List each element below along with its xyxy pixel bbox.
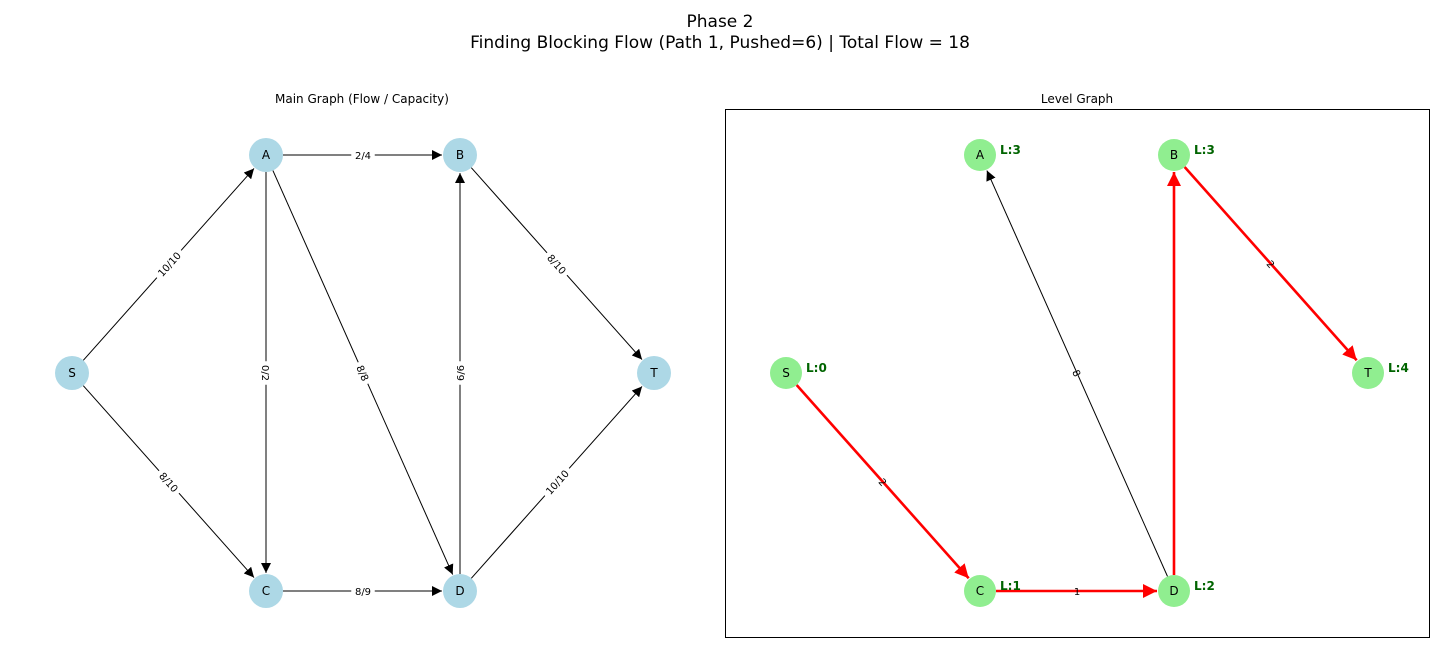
level-node-C [964,575,996,607]
main-edge-label-bg [539,463,575,501]
level-node-A [964,139,996,171]
main-node-T [637,356,671,390]
main-edge-label-text: 8/9 [355,587,371,598]
main-edge-label-bg [351,359,375,387]
main-node-S [55,356,89,390]
main-edge-label-bg [351,584,375,598]
main-node-label-B: B [456,148,464,162]
level-edge-label-D-A: 8 [1069,368,1082,378]
level-level-label-T: L:4 [1388,361,1409,375]
main-node-label-A: A [262,148,271,162]
level-node-label-D: D [1169,584,1178,598]
main-graph-title: Main Graph (Flow / Capacity) [275,92,449,106]
level-level-label-C: L:1 [1000,579,1021,593]
level-node-label-B: B [1170,148,1178,162]
level-edge-D-A [986,170,1168,577]
main-node-C [249,574,283,608]
main-node-A [249,138,283,172]
main-edge-label-text: 2/4 [355,151,371,162]
level-node-D [1158,575,1190,607]
level-node-label-S: S [782,366,790,380]
main-node-B [443,138,477,172]
level-node-label-T: T [1363,366,1372,380]
main-edge-label-A-C: 0/2 [259,361,273,385]
main-edge-label-S-C: 8/10 [153,466,185,498]
main-edge-label-S-A: 10/10 [151,245,187,283]
level-edge-B-T [1183,166,1358,362]
level-node-label-C: C [976,584,984,598]
level-node-B [1158,139,1190,171]
level-level-label-A: L:3 [1000,143,1021,157]
main-edge-label-bg [453,361,467,385]
level-edge-label-C-D: 1 [1074,587,1080,598]
main-edge-label-C-D: 8/9 [351,584,375,598]
main-edge-label-bg [153,466,185,498]
level-edge-label-text: 1 [1074,587,1080,598]
main-edge-label-text: 0/2 [259,365,270,381]
main-node-label-D: D [455,584,464,598]
main-edge-label-bg [259,361,273,385]
level-edge-label-text: 8 [1069,368,1082,378]
main-edge-label-bg [541,248,573,280]
figure-title-line1: Phase 2 [687,12,754,32]
level-node-T [1352,357,1384,389]
main-node-label-T: T [649,366,658,380]
level-level-label-S: L:0 [806,361,827,375]
level-graph-frame [725,109,1430,638]
main-node-label-S: S [68,366,76,380]
level-node-S [770,357,802,389]
main-edge-label-bg [351,148,375,162]
main-node-label-C: C [262,584,270,598]
main-edge-label-D-T: 10/10 [539,463,575,501]
main-edge-label-bg [151,245,187,283]
main-edge-label-B-T: 8/10 [541,248,573,280]
level-edge-S-C [795,384,970,580]
main-graph: 10/10 8/10 2/4 0/2 8/8 8/10 8/9 6/6 10/10 S A B C D T [55,138,671,608]
main-node-D [443,574,477,608]
main-edge-label-text: 6/6 [456,365,467,381]
main-edge-label-A-B: 2/4 [351,148,375,162]
level-node-label-A: A [976,148,985,162]
main-edge-label-A-D: 8/8 [351,359,375,387]
level-level-label-D: L:2 [1194,579,1215,593]
main-edge-label-D-B: 6/6 [453,361,467,385]
figure-title-line2: Finding Blocking Flow (Path 1, Pushed=6)… [470,33,970,53]
level-level-label-B: L:3 [1194,143,1215,157]
level-graph-title: Level Graph [1041,92,1113,106]
